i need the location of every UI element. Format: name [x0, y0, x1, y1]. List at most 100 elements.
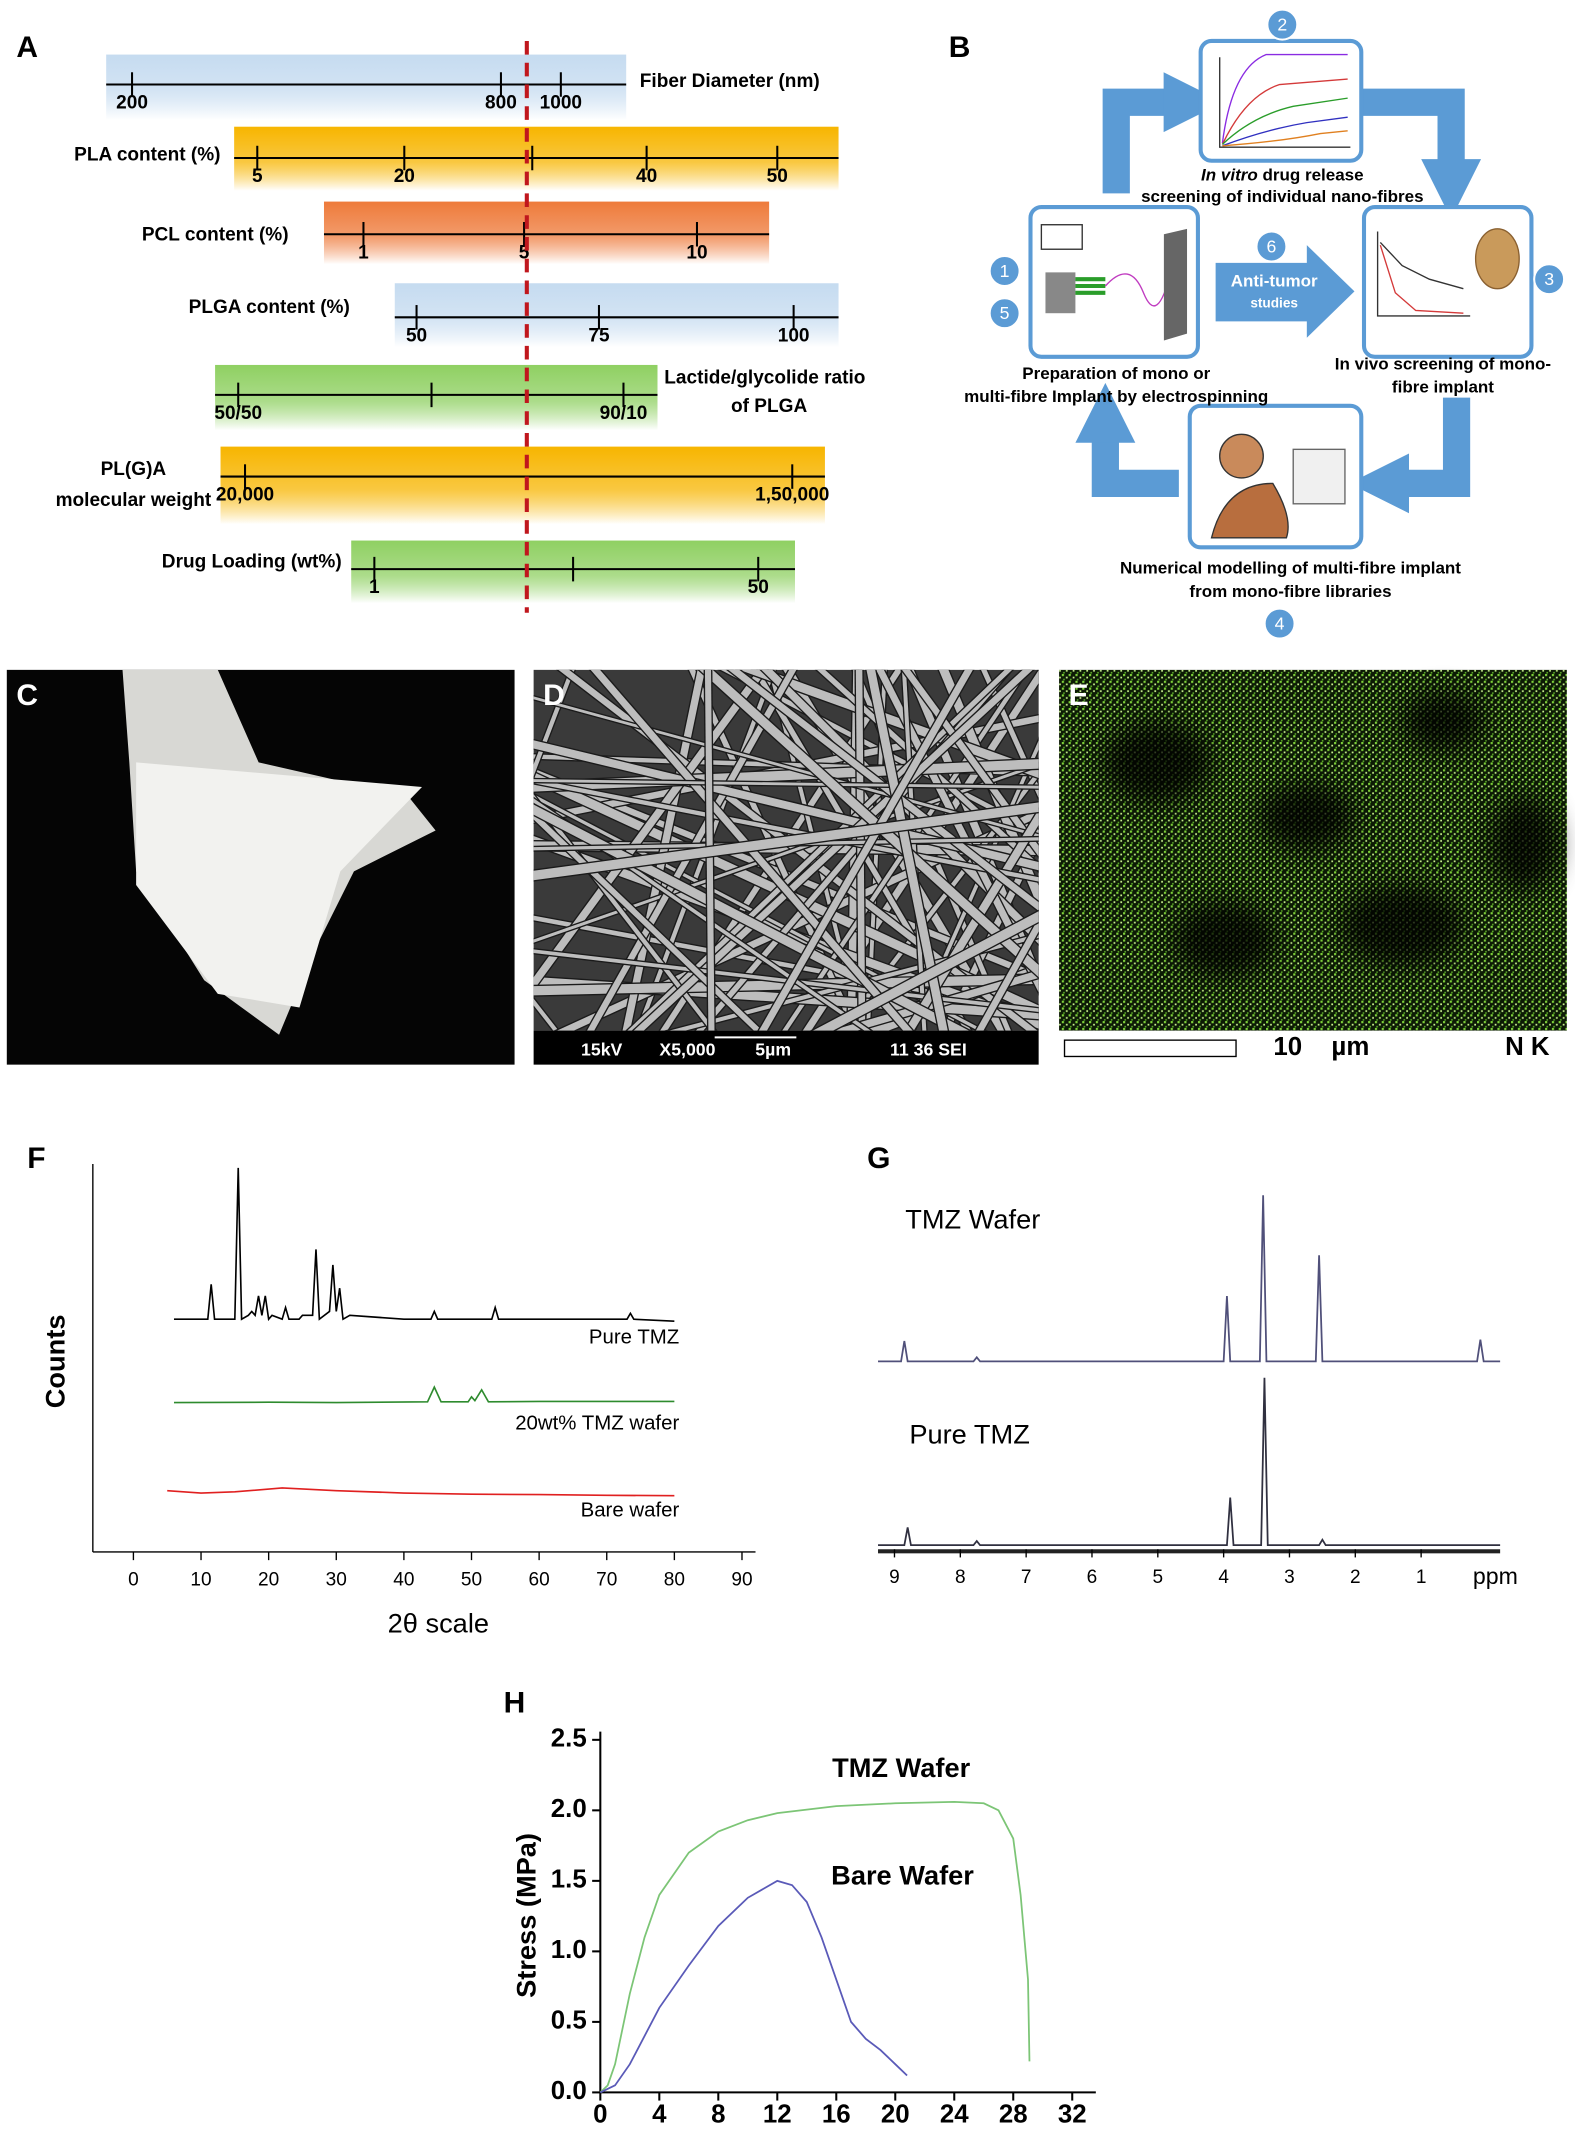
x-tick-label: 90	[731, 1570, 752, 1591]
series-line	[878, 1195, 1501, 1363]
fiber	[901, 669, 1039, 857]
x-tick-label: 10	[190, 1570, 211, 1591]
panel-label: H	[504, 1686, 526, 1719]
series-label: Pure TMZ	[909, 1418, 1030, 1449]
panel-label: E	[1069, 679, 1089, 712]
fiber	[533, 778, 1039, 882]
x-tick-label: 12	[763, 2100, 792, 2128]
caption-part: drug release	[1258, 165, 1364, 184]
fiber	[704, 669, 715, 1031]
caption: multi-fibre Implant by electrospinning	[964, 387, 1268, 406]
x-tick-label: 5	[1153, 1567, 1164, 1588]
x-tick-label: 6	[1087, 1567, 1098, 1588]
tick-label: 100	[778, 325, 810, 346]
tick-label: 10	[686, 242, 707, 263]
fiber	[533, 794, 716, 1031]
sem-info: 11 36 SEI	[890, 1040, 967, 1060]
anti-tumor-arrow	[1215, 245, 1355, 338]
tick-label: 50/50	[214, 403, 262, 424]
caption: screening of individual nano-fibres	[1141, 187, 1423, 206]
fiber	[533, 798, 871, 1031]
panel-label: B	[949, 31, 971, 64]
axis	[878, 1549, 1501, 1554]
x-tick-label: 4	[652, 2100, 667, 2128]
step-number: 5	[1000, 303, 1010, 323]
series-label: TMZ Wafer	[832, 1752, 971, 1783]
x-tick-label: 30	[326, 1570, 347, 1591]
tick-label: 1	[358, 242, 369, 263]
fiber	[910, 740, 1039, 1031]
tick-label: 50	[767, 166, 788, 187]
y-tick-label: 1.0	[551, 1936, 587, 1964]
scale-bar-strip	[533, 1030, 1039, 1065]
row-label: PL(G)A	[101, 459, 167, 480]
y-axis-label: Stress (MPa)	[510, 1833, 541, 1998]
fibers	[533, 669, 1039, 1031]
fiber	[533, 794, 985, 1031]
series-label: 20wt% TMZ wafer	[515, 1412, 679, 1434]
inset-modelling	[1210, 433, 1346, 539]
x-tick-label: 70	[596, 1570, 617, 1591]
fiber	[866, 669, 948, 1031]
step-number: 6	[1267, 237, 1277, 257]
tick-label: 40	[636, 166, 657, 187]
series-label: Pure TMZ	[589, 1327, 679, 1349]
series-line	[173, 1385, 675, 1404]
fiber	[975, 917, 1039, 1031]
series-line	[173, 1167, 675, 1322]
caption: from mono-fibre libraries	[1189, 582, 1391, 601]
x-tick-label: 24	[940, 2100, 969, 2128]
step-number: 1	[1000, 261, 1010, 281]
caption: Preparation of mono or	[1022, 364, 1210, 383]
flow-arrow	[1344, 88, 1482, 220]
workflow-diagram	[1028, 38, 1534, 550]
sem-info: X5,000	[659, 1040, 715, 1060]
panel-label: C	[16, 679, 38, 712]
tick-label: 1000	[540, 93, 582, 114]
panel-label: A	[16, 31, 38, 64]
step-marker	[1255, 230, 1288, 263]
row-label: PCL content (%)	[142, 225, 289, 246]
fiber	[533, 998, 559, 1031]
arrow-label: Anti-tumor	[1231, 271, 1318, 290]
x-tick-label: 60	[529, 1570, 550, 1591]
step-number: 2	[1277, 15, 1287, 35]
x-tick-label: 20	[258, 1570, 279, 1591]
fiber	[758, 669, 973, 1031]
x-tick-label: 32	[1058, 2100, 1087, 2128]
x-tick-label: 7	[1021, 1567, 1032, 1588]
fiber	[699, 669, 1039, 978]
y-tick-label: 0.5	[551, 2007, 587, 2035]
tick-label: 800	[485, 93, 517, 114]
x-tick-label: 40	[393, 1570, 414, 1591]
caption-italic: In vitro	[1201, 165, 1258, 184]
fiber	[590, 669, 913, 1031]
inset-chart	[1219, 53, 1351, 148]
series-label: Bare wafer	[581, 1500, 680, 1522]
row-label: molecular weight	[56, 490, 212, 511]
caption: In vivo screening of mono-	[1335, 354, 1551, 373]
series-line	[599, 1879, 908, 2094]
panel-label: D	[543, 679, 565, 712]
fiber	[587, 669, 797, 1031]
series-line	[878, 1377, 1501, 1547]
fiber	[533, 772, 1039, 1016]
caption: Numerical modelling of multi-fibre impla…	[1120, 559, 1461, 578]
scale-text: µm	[1331, 1033, 1369, 1061]
flow-arrow	[1102, 72, 1224, 194]
tick-label: 5	[519, 242, 530, 263]
tick-label: 20,000	[216, 485, 274, 506]
scale-bar	[1063, 1039, 1237, 1058]
range-bar	[323, 201, 770, 265]
fiber	[622, 669, 706, 1031]
x-axis-label: 2θ scale	[388, 1608, 489, 1639]
x-tick-label: 9	[889, 1567, 900, 1588]
y-tick-label: 2.5	[551, 1725, 587, 1753]
fiber	[533, 669, 768, 991]
fiber	[533, 779, 1039, 789]
row-label: of PLGA	[731, 396, 807, 417]
fiber	[855, 669, 866, 1031]
row-label: Drug Loading (wt%)	[162, 551, 342, 572]
tick-label: 1,50,000	[755, 485, 829, 506]
series-line	[599, 1800, 1031, 2094]
